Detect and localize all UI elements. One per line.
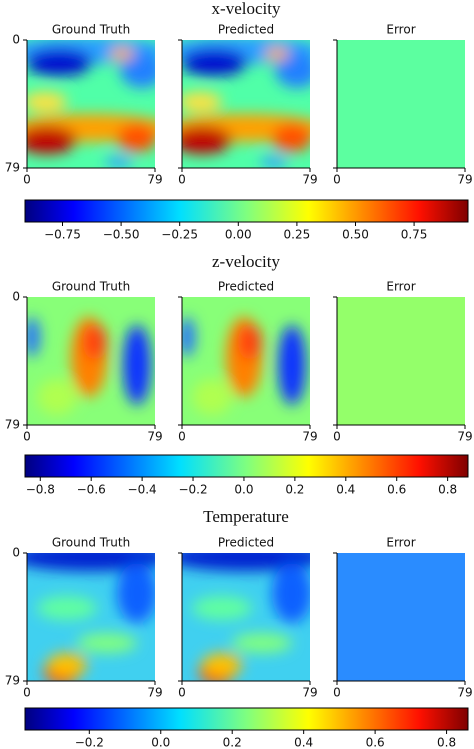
colorbar-tick-label: 0.4: [336, 483, 355, 497]
x-tick-label: 79: [147, 173, 162, 187]
heatmap-image: [11, 543, 171, 685]
y-tick-label: 79: [5, 161, 20, 175]
y-tick-label: 0: [12, 546, 20, 560]
x-tick-label: 0: [333, 686, 341, 700]
x-tick-label: 0: [178, 686, 186, 700]
row-title: x-velocity: [212, 0, 281, 18]
colorbar-tick-label: 0.2: [285, 483, 304, 497]
colorbar-tick-label: 0.8: [437, 736, 456, 749]
x-tick-label: 0: [333, 430, 341, 444]
colorbar-tick-label: 0.0: [234, 483, 253, 497]
x-tick-label: 0: [333, 173, 341, 187]
x-tick-label: 79: [147, 430, 162, 444]
panel-title: Predicted: [218, 23, 274, 37]
panel-title: Ground Truth: [52, 23, 130, 37]
x-tick-label: 0: [178, 173, 186, 187]
panel-title: Error: [386, 23, 415, 37]
panel-title: Error: [386, 536, 415, 550]
colorbar-tick-label: −0.4: [128, 483, 157, 497]
colorbar-tick-label: 0.6: [387, 483, 406, 497]
heatmap-image: [166, 543, 326, 685]
panel-title: Error: [386, 280, 415, 294]
panel-title: Predicted: [218, 280, 274, 294]
y-tick-label: 79: [5, 674, 20, 688]
x-tick-label: 79: [457, 173, 472, 187]
heatmap-image: [162, 36, 326, 168]
heatmap-image: [24, 297, 155, 425]
heatmap-image: [7, 36, 171, 168]
panel-title: Predicted: [218, 536, 274, 550]
colorbar: [24, 454, 469, 478]
colorbar-tick-label: 0.00: [225, 228, 252, 242]
colorbar-tick-label: −0.25: [161, 228, 198, 242]
row-title: Temperature: [203, 507, 289, 526]
x-tick-label: 0: [23, 430, 31, 444]
colorbar-tick-label: −0.8: [26, 483, 55, 497]
colorbar-tick-label: −0.2: [178, 483, 207, 497]
colorbar: [24, 707, 469, 731]
colorbar-tick-label: −0.2: [75, 736, 104, 749]
heatmap-image: [337, 297, 465, 425]
x-tick-label: 79: [147, 686, 162, 700]
colorbar-tick-label: 0.50: [342, 228, 369, 242]
y-tick-label: 0: [12, 33, 20, 47]
heatmap-image: [337, 40, 465, 168]
colorbar: [24, 199, 469, 223]
x-tick-label: 79: [457, 686, 472, 700]
colorbar-tick-label: −0.6: [77, 483, 106, 497]
colorbar-tick-label: 0.75: [401, 228, 428, 242]
x-tick-label: 0: [23, 686, 31, 700]
heatmap-image: [337, 553, 465, 681]
x-tick-label: 0: [23, 173, 31, 187]
colorbar-tick-label: 0.25: [284, 228, 311, 242]
colorbar-tick-label: 0.2: [223, 736, 242, 749]
x-tick-label: 0: [178, 430, 186, 444]
row-title: z-velocity: [212, 252, 280, 271]
colorbar-tick-label: −0.75: [44, 228, 81, 242]
heatmap-image: [179, 297, 310, 425]
y-tick-label: 79: [5, 418, 20, 432]
colorbar-tick-label: 0.6: [366, 736, 385, 749]
colorbar-tick-label: 0.4: [294, 736, 313, 749]
x-tick-label: 79: [457, 430, 472, 444]
panel-title: Ground Truth: [52, 536, 130, 550]
y-tick-label: 0: [12, 290, 20, 304]
colorbar-tick-label: −0.50: [103, 228, 140, 242]
x-tick-label: 79: [302, 173, 317, 187]
colorbar-tick-label: 0.0: [151, 736, 170, 749]
colorbar-tick-label: 0.8: [438, 483, 457, 497]
x-tick-label: 79: [302, 430, 317, 444]
x-tick-label: 79: [302, 686, 317, 700]
panel-title: Ground Truth: [52, 280, 130, 294]
